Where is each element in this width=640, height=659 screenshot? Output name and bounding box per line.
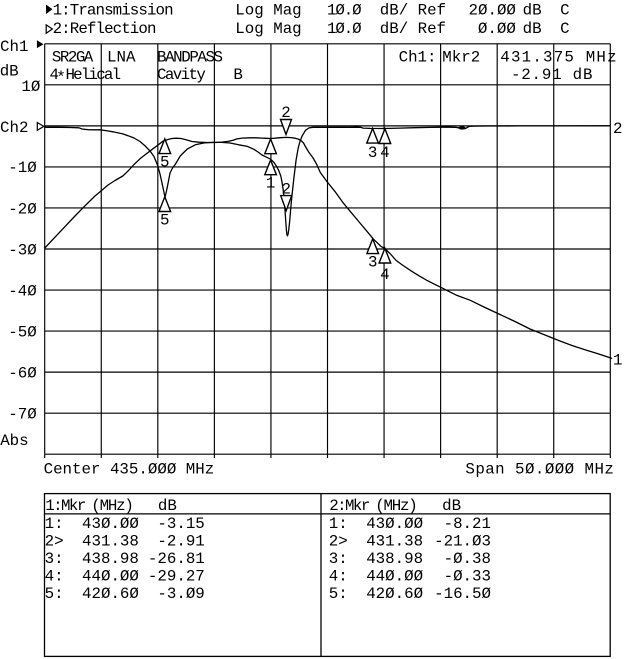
svg-text:dB/: dB/ — [380, 1, 408, 19]
svg-text:B: B — [233, 66, 242, 84]
svg-text:(MHz): (MHz) — [91, 497, 132, 515]
svg-text:-26.81: -26.81 — [148, 550, 205, 568]
svg-text:-29.27: -29.27 — [148, 568, 205, 586]
svg-text:Log Mag: Log Mag — [235, 1, 301, 19]
svg-text:431.38: 431.38 — [82, 533, 139, 551]
svg-text:-2.91 dB: -2.91 dB — [511, 66, 593, 84]
svg-text:-Ø.33: -Ø.33 — [444, 568, 491, 586]
svg-text:Ch1:: Ch1: — [399, 49, 437, 67]
svg-text:dB: dB — [523, 20, 542, 38]
svg-text:4: 4 — [50, 66, 59, 84]
svg-text:-1Ø: -1Ø — [8, 159, 37, 177]
svg-text:-7Ø: -7Ø — [8, 406, 37, 424]
svg-text:1Ø.Ø: 1Ø.Ø — [327, 20, 362, 38]
svg-text:Helical: Helical — [66, 66, 121, 84]
svg-text:-8.21: -8.21 — [444, 515, 491, 533]
svg-text:Ch1: Ch1 — [0, 38, 28, 56]
svg-text:2: 2 — [281, 104, 290, 122]
svg-text:42Ø.6Ø: 42Ø.6Ø — [366, 585, 423, 603]
svg-text:438.98: 438.98 — [82, 550, 139, 568]
svg-text:44Ø.ØØ: 44Ø.ØØ — [366, 568, 423, 586]
svg-text:C: C — [560, 20, 569, 38]
svg-text:Cavity: Cavity — [157, 66, 205, 84]
svg-text:-Ø.38: -Ø.38 — [444, 550, 491, 568]
svg-text:-21.Ø3: -21.Ø3 — [434, 533, 491, 551]
svg-text:431.375 MHz: 431.375 MHz — [500, 49, 617, 67]
svg-text:3: 3 — [368, 144, 377, 162]
svg-text:2:Mkr: 2:Mkr — [329, 497, 370, 515]
svg-text:43Ø.ØØ: 43Ø.ØØ — [366, 515, 423, 533]
svg-text:Center 435.ØØØ MHz: Center 435.ØØØ MHz — [44, 460, 215, 478]
svg-text:BANDPASS: BANDPASS — [157, 49, 223, 67]
svg-text:Log Mag: Log Mag — [235, 20, 301, 38]
svg-text:2>: 2> — [45, 533, 64, 551]
svg-text:-6Ø: -6Ø — [8, 365, 37, 383]
svg-text:3:: 3: — [45, 550, 64, 568]
svg-text:dB: dB — [523, 1, 542, 19]
svg-text:Ref: Ref — [418, 20, 446, 38]
svg-text:1Ø.Ø: 1Ø.Ø — [327, 1, 362, 19]
svg-text:438.98: 438.98 — [366, 550, 423, 568]
svg-text:-5Ø: -5Ø — [8, 324, 37, 342]
svg-text:Ø.ØØ: Ø.ØØ — [478, 20, 516, 38]
svg-text:-2.91: -2.91 — [157, 533, 204, 551]
svg-text:*: * — [56, 69, 65, 87]
svg-text:43Ø.ØØ: 43Ø.ØØ — [82, 515, 139, 533]
svg-text:42Ø.6Ø: 42Ø.6Ø — [82, 585, 139, 603]
svg-text:Mkr2: Mkr2 — [442, 49, 480, 67]
svg-text:1:Mkr: 1:Mkr — [45, 497, 86, 515]
svg-text:44Ø.ØØ: 44Ø.ØØ — [82, 568, 139, 586]
svg-text:1: 1 — [613, 351, 622, 369]
svg-text:1: 1 — [266, 175, 275, 193]
svg-text:-3.Ø9: -3.Ø9 — [157, 585, 204, 603]
svg-text:5: 5 — [160, 212, 169, 230]
svg-text:4: 4 — [380, 266, 389, 284]
svg-text:2Ø.ØØ: 2Ø.ØØ — [469, 1, 517, 19]
svg-text:431.38: 431.38 — [366, 533, 423, 551]
svg-text:-2Ø: -2Ø — [8, 200, 37, 218]
svg-text:-3.15: -3.15 — [157, 515, 204, 533]
svg-text:3: 3 — [368, 254, 377, 272]
svg-text:Ref: Ref — [418, 1, 446, 19]
svg-text:dB: dB — [0, 62, 19, 80]
svg-text:dB: dB — [158, 497, 177, 515]
svg-text:1:Transmission: 1:Transmission — [53, 1, 174, 19]
svg-text:C: C — [560, 1, 569, 19]
svg-text:4: 4 — [380, 144, 389, 162]
svg-text:1:: 1: — [45, 515, 64, 533]
svg-text:Span 5Ø.ØØØ MHz: Span 5Ø.ØØØ MHz — [465, 460, 614, 478]
svg-text:Ch2: Ch2 — [0, 119, 28, 137]
svg-text:2>: 2> — [329, 533, 348, 551]
svg-text:LNA: LNA — [107, 49, 136, 67]
svg-text:3:: 3: — [329, 550, 348, 568]
svg-text:-3Ø: -3Ø — [8, 241, 37, 259]
svg-text:5:: 5: — [45, 585, 64, 603]
svg-text:(MHz): (MHz) — [375, 497, 416, 515]
svg-text:SR2GA: SR2GA — [52, 49, 94, 67]
svg-text:4:: 4: — [329, 568, 348, 586]
svg-text:2:Reflection: 2:Reflection — [53, 20, 156, 38]
svg-text:Abs: Abs — [0, 432, 28, 450]
svg-text:-4Ø: -4Ø — [8, 282, 37, 300]
svg-text:5: 5 — [160, 154, 169, 172]
svg-text:5:: 5: — [329, 585, 348, 603]
svg-text:4:: 4: — [45, 568, 64, 586]
svg-text:2: 2 — [281, 180, 290, 198]
svg-text:1Ø: 1Ø — [21, 78, 40, 96]
svg-text:-16.5Ø: -16.5Ø — [434, 585, 491, 603]
svg-text:dB: dB — [442, 497, 461, 515]
svg-text:2: 2 — [613, 120, 622, 138]
svg-text:1:: 1: — [329, 515, 348, 533]
svg-text:dB/: dB/ — [380, 20, 408, 38]
